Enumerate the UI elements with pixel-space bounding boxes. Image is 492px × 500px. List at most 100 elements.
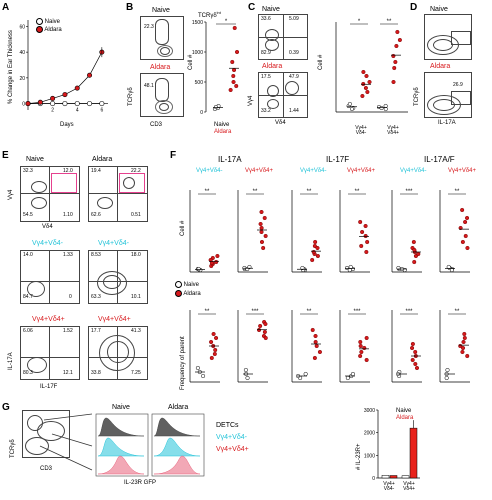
histogram-curve <box>97 437 145 457</box>
quadrant-value: 0 <box>69 294 72 300</box>
panel-d-xlabel: IL-17A <box>438 120 456 126</box>
dot-aldara <box>397 37 402 43</box>
dot-aldara <box>358 353 363 359</box>
quadrant-value: 1.33 <box>63 252 73 258</box>
panel-c-naive-title: Naive <box>262 6 280 13</box>
significance-label: *** <box>353 309 361 315</box>
data-point <box>99 101 105 107</box>
dot-aldara <box>259 239 265 245</box>
dot-aldara <box>310 327 315 333</box>
panel-g-hist-xlabel: IL-23R GFP <box>124 480 157 486</box>
gate-value: 26.9 <box>453 82 463 88</box>
panel-label-e: E <box>2 150 9 161</box>
dot-naive <box>379 105 384 111</box>
panel-e-flow-aldara-top: 19.4 22.2 62.6 0.51 <box>88 166 148 222</box>
dot-aldara <box>261 245 266 251</box>
dot-aldara <box>263 233 268 239</box>
significance-label: * <box>225 19 228 25</box>
panel-e-xlabel-bot: IL-17F <box>40 384 58 390</box>
dot-aldara <box>364 73 369 79</box>
panel-c-flow-aldara: 17.5 47.9 33.2 1.44 <box>258 72 308 118</box>
dot-aldara <box>363 85 368 91</box>
dot-aldara <box>460 345 466 351</box>
dot-aldara <box>315 245 320 251</box>
data-point <box>25 101 31 107</box>
significance-label: ** <box>205 309 210 315</box>
dot-aldara <box>213 347 218 353</box>
panel-b-leg-naive: Naive <box>214 122 230 128</box>
quadrant-value: 33.2 <box>261 108 271 114</box>
quadrant-value: 8.53 <box>91 252 101 258</box>
quadrant-value: 62.6 <box>91 212 101 218</box>
quadrant-value: 19.4 <box>91 168 101 174</box>
panel-c-aldara-title: Aldara <box>262 63 283 70</box>
bar-aldara <box>409 427 418 479</box>
dot-aldara <box>367 79 372 85</box>
dot-aldara <box>365 89 370 95</box>
quadrant-value: 47.9 <box>289 74 299 80</box>
dot-naive <box>213 104 219 110</box>
dot-aldara <box>358 339 363 345</box>
histogram-curve <box>153 455 201 475</box>
panel-label-c: C <box>248 2 256 13</box>
panel-b-naive-title: Naive <box>152 7 170 14</box>
dot-aldara <box>358 219 363 225</box>
panel-e-bot-label-l: Vγ4+Vδ4+ <box>32 316 65 323</box>
panel-label-a: A <box>2 2 10 13</box>
dot-naive <box>201 373 206 379</box>
dot-aldara <box>310 257 315 263</box>
panel-e-mid-label-r: Vγ4+Vδ4- <box>98 240 129 247</box>
dot-aldara <box>413 349 418 355</box>
quadrant-value: 82.9 <box>261 50 271 56</box>
dot-aldara <box>465 353 470 359</box>
panel-d-aldara-title: Aldara <box>430 63 451 70</box>
panel-g-flow-xlabel: CD3 <box>40 466 53 472</box>
dot-aldara <box>234 83 239 89</box>
panel-f-group-il17a: IL-17A <box>218 155 242 164</box>
dot-naive <box>444 375 449 381</box>
significance-label: ** <box>307 309 312 315</box>
y-tick-label: 60 <box>19 24 25 30</box>
dot-naive <box>196 266 201 272</box>
quadrant-value: 80.3 <box>23 370 33 376</box>
quadrant-value: 14.0 <box>23 252 33 258</box>
gate-value: 22.3 <box>144 24 154 30</box>
data-point <box>37 99 43 105</box>
dot-naive <box>195 365 200 371</box>
quadrant-value: 84.7 <box>23 294 33 300</box>
dot-aldara <box>232 25 237 31</box>
dot-aldara <box>317 349 322 355</box>
dot-aldara <box>464 215 470 221</box>
quadrant-value: 10.1 <box>131 294 141 300</box>
panel-c-xcat-1: Vγ4+ Vδ4+ <box>387 125 399 136</box>
panel-label-b: B <box>126 2 134 13</box>
panel-f-legend-naive: Naive <box>175 281 199 288</box>
histogram-curve <box>153 437 201 457</box>
data-point <box>87 101 93 107</box>
quadrant-value: 0.39 <box>289 50 299 56</box>
y-tick-label: 0 <box>22 102 25 108</box>
y-tick-label: 0 <box>372 476 375 482</box>
panel-g-hist-title-aldara: Aldara <box>168 404 189 411</box>
gate-value: 48.1 <box>144 83 154 89</box>
data-point <box>50 101 56 107</box>
panel-e-flow-bot-r: 17.7 41.3 33.8 7.25 <box>88 326 148 380</box>
panel-e-bot-label-r: Vγ4+Vδ4+ <box>98 316 131 323</box>
dot-aldara <box>209 339 214 345</box>
panel-a-xlabel: Days <box>60 122 74 128</box>
significance-label: ** <box>455 309 460 315</box>
panel-label-g: G <box>2 402 10 413</box>
quadrant-value: 0.51 <box>131 212 141 218</box>
significance-label: *** <box>251 309 259 315</box>
panel-e-flow-naive-top: 32.3 12.0 54.5 1.10 <box>20 166 80 222</box>
panel-f-sub-pos-1: Vγ4+Vδ4+ <box>245 168 274 174</box>
panel-g-bar-xcat-1: Vγ4+ Vδ4+ <box>403 481 415 492</box>
dot-aldara <box>360 93 365 99</box>
dot-aldara <box>230 59 235 65</box>
dot-aldara <box>410 341 415 347</box>
panel-d-flow-aldara: 26.9 <box>424 72 472 118</box>
dot-aldara <box>392 65 397 71</box>
panel-a-legend-aldara: Aldara <box>36 26 62 33</box>
